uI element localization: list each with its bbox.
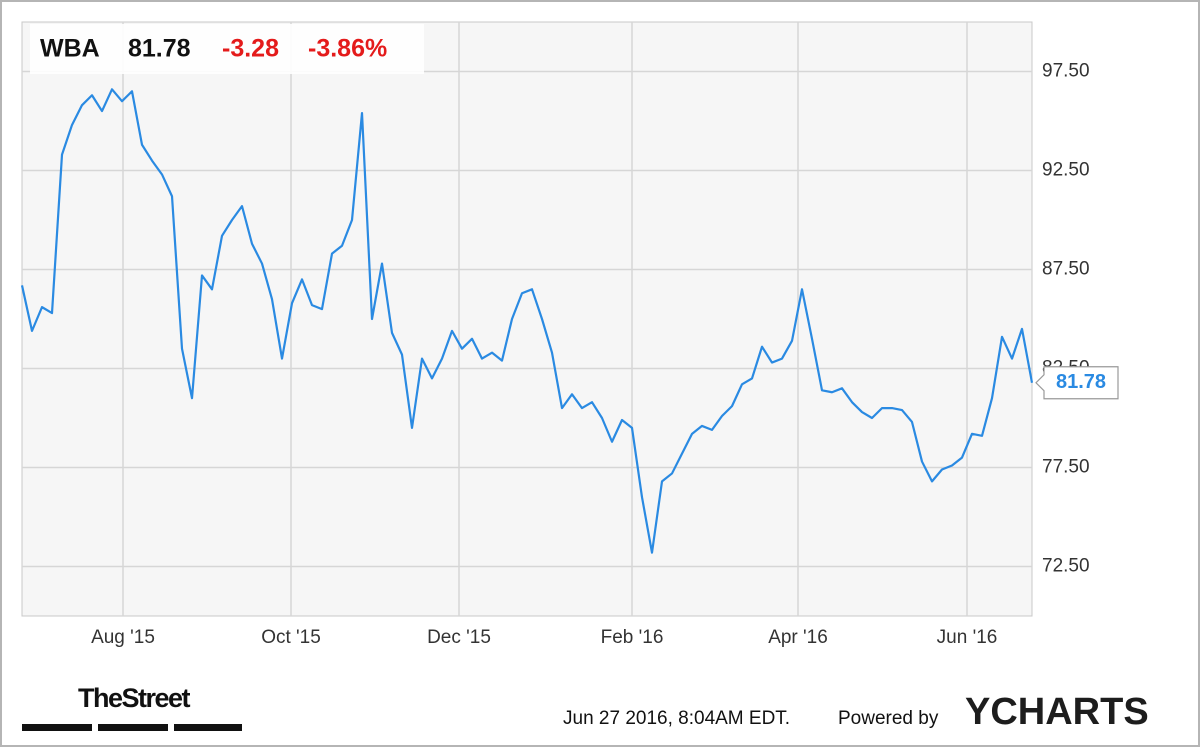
last-price-label: 81.78 xyxy=(1056,371,1106,393)
x-tick-label: Jun '16 xyxy=(937,627,998,648)
brand: TheStreet xyxy=(78,683,191,713)
y-tick-label: 77.50 xyxy=(1042,457,1090,478)
plot-area xyxy=(21,21,1033,617)
powered-by: Powered by xyxy=(838,708,939,729)
grid xyxy=(22,22,1032,616)
x-tick-label: Dec '15 xyxy=(427,627,491,648)
y-tick-label: 72.50 xyxy=(1042,556,1090,577)
x-tick-label: Aug '15 xyxy=(91,627,155,648)
change: -3.28 xyxy=(222,35,279,63)
last-price-box xyxy=(1035,366,1119,400)
x-tick-label: Oct '15 xyxy=(261,627,321,648)
header-box xyxy=(30,24,424,74)
ticker: WBA xyxy=(40,35,100,63)
price: 81.78 xyxy=(128,35,191,63)
brand-bar xyxy=(174,724,242,731)
x-tick-label: Apr '16 xyxy=(768,627,828,648)
x-tick-label: Feb '16 xyxy=(601,627,664,648)
logo: YCHARTS xyxy=(965,691,1149,733)
timestamp: Jun 27 2016, 8:04AM EDT. xyxy=(563,708,790,729)
change-percent: -3.86% xyxy=(308,35,387,63)
y-tick-label: 92.50 xyxy=(1042,160,1090,181)
brand-bar xyxy=(98,724,168,731)
y-tick-label: 97.50 xyxy=(1042,61,1090,82)
price-line xyxy=(20,88,1034,554)
brand-bar xyxy=(22,724,92,731)
y-tick-label: 87.50 xyxy=(1042,259,1090,280)
series xyxy=(20,88,1034,554)
